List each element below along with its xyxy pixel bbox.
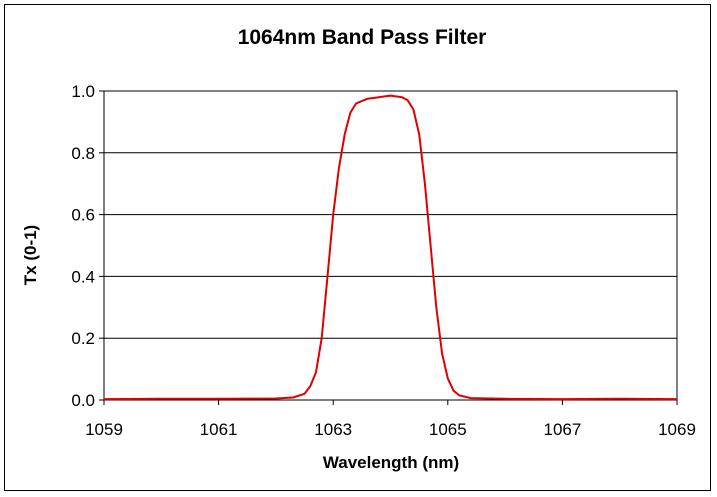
series-line-0 (103, 94, 678, 401)
x-tick-label: 1059 (85, 420, 123, 439)
grid-lines (104, 90, 677, 401)
chart-title: 1064nm Band Pass Filter (238, 26, 487, 49)
y-tick-label: 1.0 (71, 82, 95, 101)
series-layer (103, 94, 678, 401)
chart-frame: 1064nm Band Pass Filter 0.0 0.2 0.4 0.6 0.8 1… (4, 4, 711, 491)
y-tick-label: 0.4 (71, 267, 95, 286)
y-tick-label: 0.0 (71, 391, 95, 410)
plot-area (103, 90, 678, 401)
y-tick-label: 0.8 (71, 144, 95, 163)
x-axis-label: Wavelength (nm) (323, 453, 459, 472)
x-tick-labels: 1059 1061 1063 1065 1067 1069 (85, 400, 696, 439)
x-tick-label: 1069 (658, 420, 696, 439)
x-tick-label: 1065 (429, 420, 467, 439)
y-tick-label: 0.2 (71, 329, 95, 348)
x-tick-label: 1061 (200, 420, 238, 439)
x-tick-label: 1067 (543, 420, 581, 439)
chart-svg: 1064nm Band Pass Filter 0.0 0.2 0.4 0.6 0.8 1… (21, 26, 696, 472)
x-tick-label: 1063 (314, 420, 352, 439)
y-tick-labels: 0.0 0.2 0.4 0.6 0.8 1.0 (71, 82, 104, 410)
y-tick-label: 0.6 (71, 206, 95, 225)
y-axis-label: Tx (0-1) (21, 225, 40, 285)
